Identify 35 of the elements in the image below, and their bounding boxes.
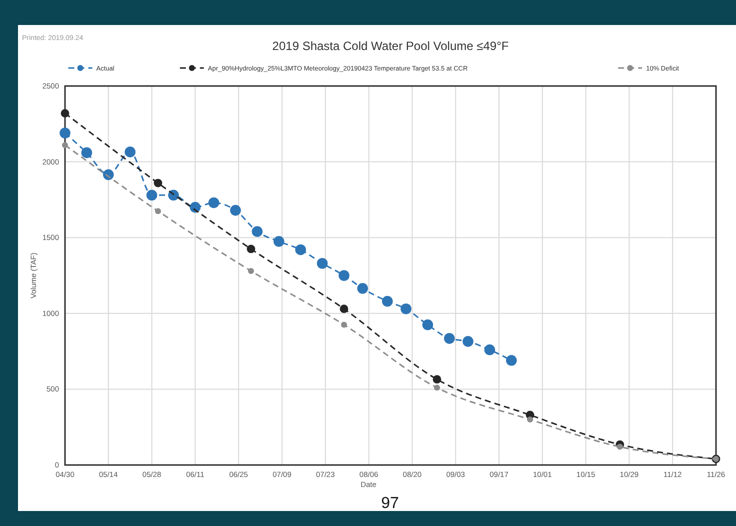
point (103, 169, 114, 180)
point (190, 202, 201, 213)
point (400, 303, 412, 314)
point (527, 416, 533, 423)
point (60, 128, 70, 138)
point (274, 236, 284, 247)
point (60, 109, 70, 118)
point (616, 444, 623, 450)
point (62, 142, 68, 148)
point (248, 268, 254, 274)
point (444, 333, 455, 344)
point (246, 244, 256, 254)
point (230, 204, 241, 216)
point (506, 354, 517, 366)
point (208, 197, 220, 208)
point (434, 384, 440, 391)
point (462, 336, 474, 347)
point (252, 226, 263, 237)
point (316, 258, 328, 269)
point (484, 344, 496, 356)
point (146, 190, 158, 201)
point (432, 375, 442, 384)
point (124, 146, 136, 158)
point (338, 270, 350, 281)
point (422, 319, 434, 330)
point (382, 296, 393, 307)
point (81, 147, 92, 158)
text: 97 (381, 495, 399, 512)
point (154, 178, 162, 188)
chart-title: 2019 Shasta Cold Water Pool Volume ≤49°F (272, 39, 509, 53)
point (341, 322, 347, 328)
point (295, 244, 306, 256)
point (155, 208, 161, 214)
point (340, 304, 348, 314)
point (357, 282, 368, 294)
